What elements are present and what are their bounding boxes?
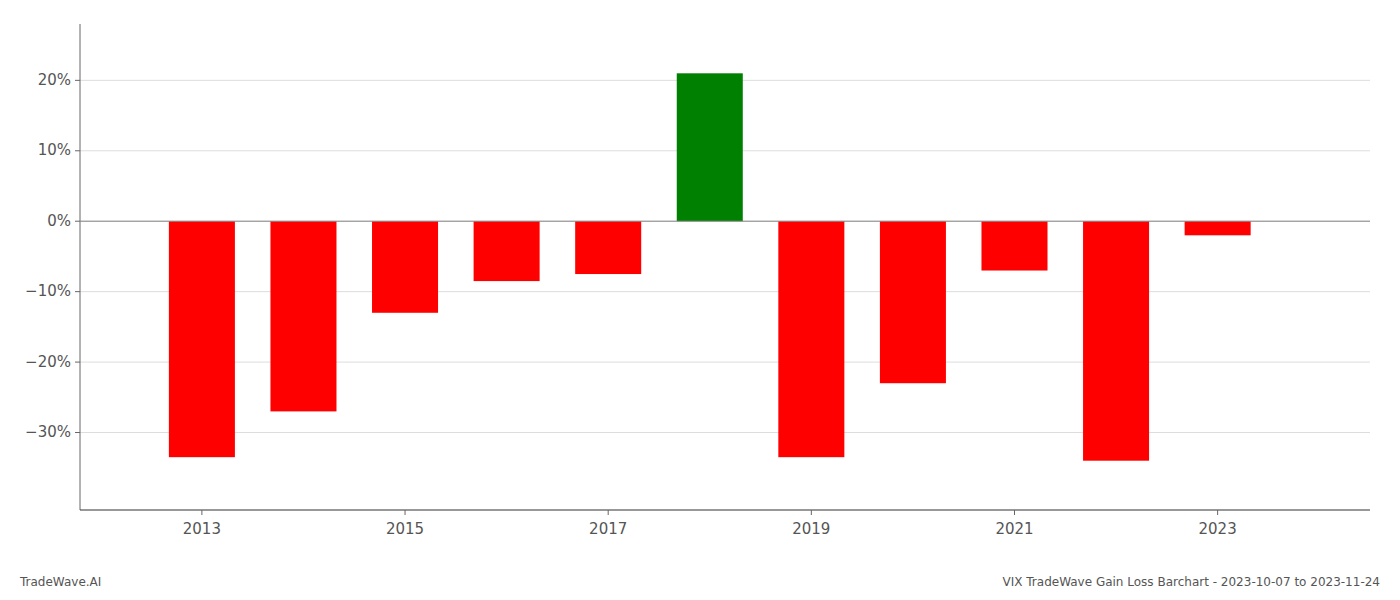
y-tick-label: 0% bbox=[47, 212, 71, 230]
bar bbox=[778, 221, 844, 457]
footer-text: VIX TradeWave Gain Loss Barchart - 2023-… bbox=[1003, 575, 1381, 589]
background bbox=[0, 0, 1400, 600]
y-tick bbox=[75, 221, 80, 222]
x-tick-label: 2015 bbox=[386, 520, 424, 538]
x-tick-label: 2013 bbox=[183, 520, 221, 538]
y-tick-label: −10% bbox=[25, 282, 71, 300]
bar bbox=[1185, 221, 1251, 235]
bar bbox=[270, 221, 336, 411]
x-tick-label: 2021 bbox=[995, 520, 1033, 538]
y-axis: 20% 10% 0% −10% −20% −30% bbox=[25, 24, 80, 510]
y-tick-label: 20% bbox=[38, 71, 71, 89]
chart: 20% 10% 0% −10% −20% −30% 2013 2015 2017 2019 2021… bbox=[0, 0, 1400, 600]
bar bbox=[1083, 221, 1149, 460]
bars bbox=[169, 73, 1251, 460]
x-tick bbox=[608, 510, 609, 515]
bar bbox=[372, 221, 438, 313]
x-tick bbox=[1014, 510, 1015, 515]
grid-line bbox=[80, 221, 1370, 222]
y-tick bbox=[75, 291, 80, 292]
y-tick bbox=[75, 432, 80, 433]
x-tick bbox=[201, 510, 202, 515]
y-axis-line bbox=[80, 24, 81, 510]
y-tick-label: 10% bbox=[38, 141, 71, 159]
bar bbox=[981, 221, 1047, 270]
bar bbox=[880, 221, 946, 383]
x-tick bbox=[405, 510, 406, 515]
x-axis-line bbox=[80, 509, 1370, 510]
chart-container: 20% 10% 0% −10% −20% −30% 2013 2015 2017 2019 2021… bbox=[0, 0, 1400, 600]
y-tick bbox=[75, 80, 80, 81]
grid-line bbox=[80, 432, 1370, 433]
bar bbox=[677, 73, 743, 221]
x-axis: 2013 2015 2017 2019 2021 2023 bbox=[80, 510, 1370, 538]
y-tick bbox=[75, 362, 80, 363]
y-tick-label: −30% bbox=[25, 423, 71, 441]
x-tick-label: 2023 bbox=[1199, 520, 1237, 538]
x-tick-label: 2019 bbox=[792, 520, 830, 538]
bar bbox=[169, 221, 235, 457]
x-tick bbox=[811, 510, 812, 515]
x-tick bbox=[1217, 510, 1218, 515]
footer-text: TradeWave.AI bbox=[19, 575, 101, 589]
zero-line bbox=[80, 221, 1370, 222]
y-tick bbox=[75, 150, 80, 151]
y-tick-label: −20% bbox=[25, 353, 71, 371]
bar bbox=[575, 221, 641, 274]
bar bbox=[474, 221, 540, 281]
x-tick-label: 2017 bbox=[589, 520, 627, 538]
